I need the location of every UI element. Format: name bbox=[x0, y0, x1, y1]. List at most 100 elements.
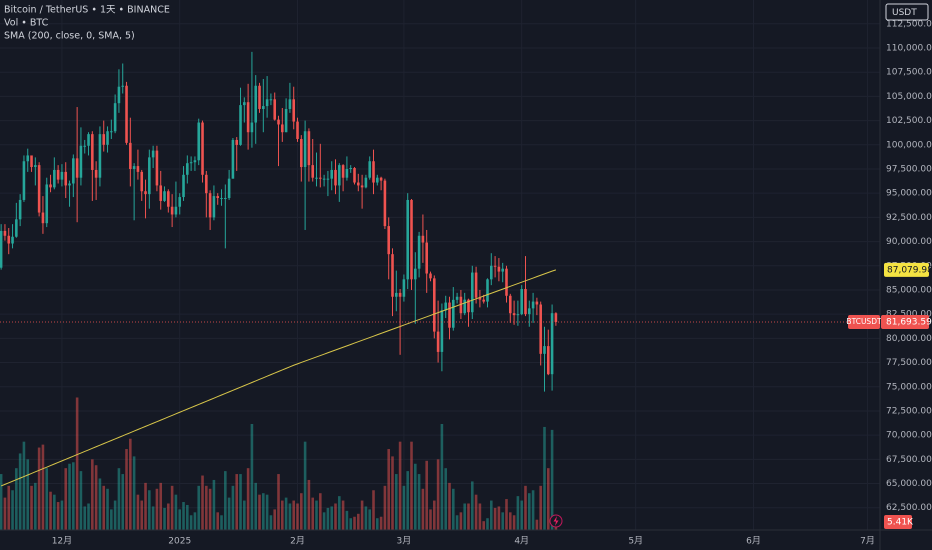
volume-bar bbox=[528, 493, 531, 530]
candle-body bbox=[64, 171, 68, 186]
currency[interactable]: USDT bbox=[892, 8, 917, 18]
candle-body bbox=[197, 122, 201, 161]
volume-bar bbox=[216, 512, 220, 530]
volume-bar bbox=[546, 468, 550, 530]
candle-body bbox=[113, 103, 117, 132]
candle-body bbox=[174, 206, 178, 215]
volume-bar bbox=[543, 426, 546, 530]
volume-bar bbox=[467, 503, 470, 530]
candle-body bbox=[170, 206, 174, 215]
volume-bar bbox=[414, 463, 417, 530]
volume-bar bbox=[79, 471, 83, 530]
volume-bar bbox=[68, 463, 71, 530]
candle-body bbox=[235, 139, 239, 145]
candle-body bbox=[326, 178, 330, 180]
candle-body bbox=[315, 177, 318, 179]
y-tick-label: 90,000.00 bbox=[886, 237, 932, 247]
candle-body bbox=[414, 268, 417, 280]
candle-body bbox=[490, 265, 493, 280]
volume-bar bbox=[0, 474, 3, 530]
volume-bar bbox=[288, 503, 292, 530]
y-tick-label: 110,000.00 bbox=[886, 44, 932, 54]
candle-body bbox=[60, 171, 64, 180]
candle-body bbox=[463, 299, 466, 314]
volume-bar bbox=[338, 496, 341, 530]
icon-bolt[interactable] bbox=[553, 516, 559, 526]
candle-body bbox=[410, 199, 413, 280]
volume-bar bbox=[30, 485, 33, 530]
volume-bar bbox=[22, 441, 26, 530]
candle-body bbox=[474, 272, 478, 298]
volume-bar bbox=[132, 456, 136, 530]
volume-bar bbox=[189, 515, 193, 530]
last-price-box bbox=[881, 314, 929, 329]
volume-bar bbox=[193, 512, 197, 530]
volume-bar bbox=[486, 518, 489, 530]
candle-body bbox=[379, 177, 383, 181]
volume-bar bbox=[250, 424, 254, 530]
volume-bar bbox=[174, 494, 178, 530]
volume-bar bbox=[452, 488, 455, 530]
volume-bar bbox=[205, 485, 208, 530]
volume-bar bbox=[208, 488, 212, 530]
candle-body bbox=[18, 199, 22, 220]
volume-bar bbox=[186, 504, 189, 530]
replay-icon[interactable] bbox=[549, 514, 563, 528]
indicator-legend: SMA (200, close, 0, SMA, 5) bbox=[4, 31, 135, 42]
x-tick-label: 3月 bbox=[397, 536, 412, 547]
volume-bar bbox=[334, 503, 337, 530]
volume-bar bbox=[239, 474, 242, 530]
volume-bar bbox=[319, 493, 322, 530]
sma-value-label: 87,079.98 bbox=[887, 265, 932, 275]
volume-bar bbox=[136, 494, 140, 530]
volume-bar bbox=[395, 474, 398, 530]
candle-body bbox=[372, 161, 375, 183]
candle-body bbox=[262, 106, 265, 109]
y-tick-label: 70,000.00 bbox=[886, 431, 932, 441]
candle-body bbox=[129, 142, 132, 169]
volume-bar bbox=[281, 500, 284, 530]
candle-body bbox=[516, 314, 520, 316]
volume-bar bbox=[125, 449, 128, 530]
candle-body bbox=[227, 178, 231, 199]
candle-body bbox=[26, 155, 30, 162]
volume-bar bbox=[220, 515, 223, 530]
volume-bar bbox=[45, 468, 49, 530]
candle-body bbox=[273, 99, 277, 120]
candle-body bbox=[243, 102, 246, 106]
candle-body bbox=[531, 301, 535, 309]
volume-bar bbox=[94, 465, 98, 530]
volume-bar bbox=[60, 500, 64, 530]
y-tick-label: 77,500.00 bbox=[886, 358, 932, 368]
candle-body bbox=[452, 299, 455, 328]
candle-body bbox=[398, 292, 402, 297]
volume-bar bbox=[83, 506, 87, 530]
candle-body bbox=[455, 296, 459, 300]
volume-bar bbox=[224, 471, 227, 530]
volume-bar bbox=[269, 515, 273, 530]
candle-body bbox=[189, 162, 193, 164]
y-tick-label: 100,000.00 bbox=[886, 140, 932, 150]
candle-body bbox=[250, 122, 254, 133]
volume-bar bbox=[231, 485, 235, 530]
sma-line bbox=[0, 269, 557, 487]
candle-body bbox=[239, 105, 242, 145]
candle-body bbox=[132, 166, 136, 169]
currency-box[interactable] bbox=[885, 3, 929, 21]
candle-body bbox=[30, 155, 33, 168]
candle-body bbox=[436, 331, 440, 352]
candle-body bbox=[467, 299, 470, 313]
candle-body bbox=[459, 296, 463, 314]
y-tick-label: 75,000.00 bbox=[886, 382, 932, 392]
y-tick-label: 95,000.00 bbox=[886, 189, 932, 199]
volume-bar bbox=[550, 429, 554, 530]
volume-bar bbox=[277, 474, 280, 530]
candle-body bbox=[303, 131, 307, 168]
volume-bar bbox=[178, 509, 182, 530]
volume-bar bbox=[478, 503, 482, 530]
candle-body bbox=[307, 131, 311, 166]
volume-bar bbox=[383, 485, 387, 530]
candle-body bbox=[478, 297, 482, 300]
